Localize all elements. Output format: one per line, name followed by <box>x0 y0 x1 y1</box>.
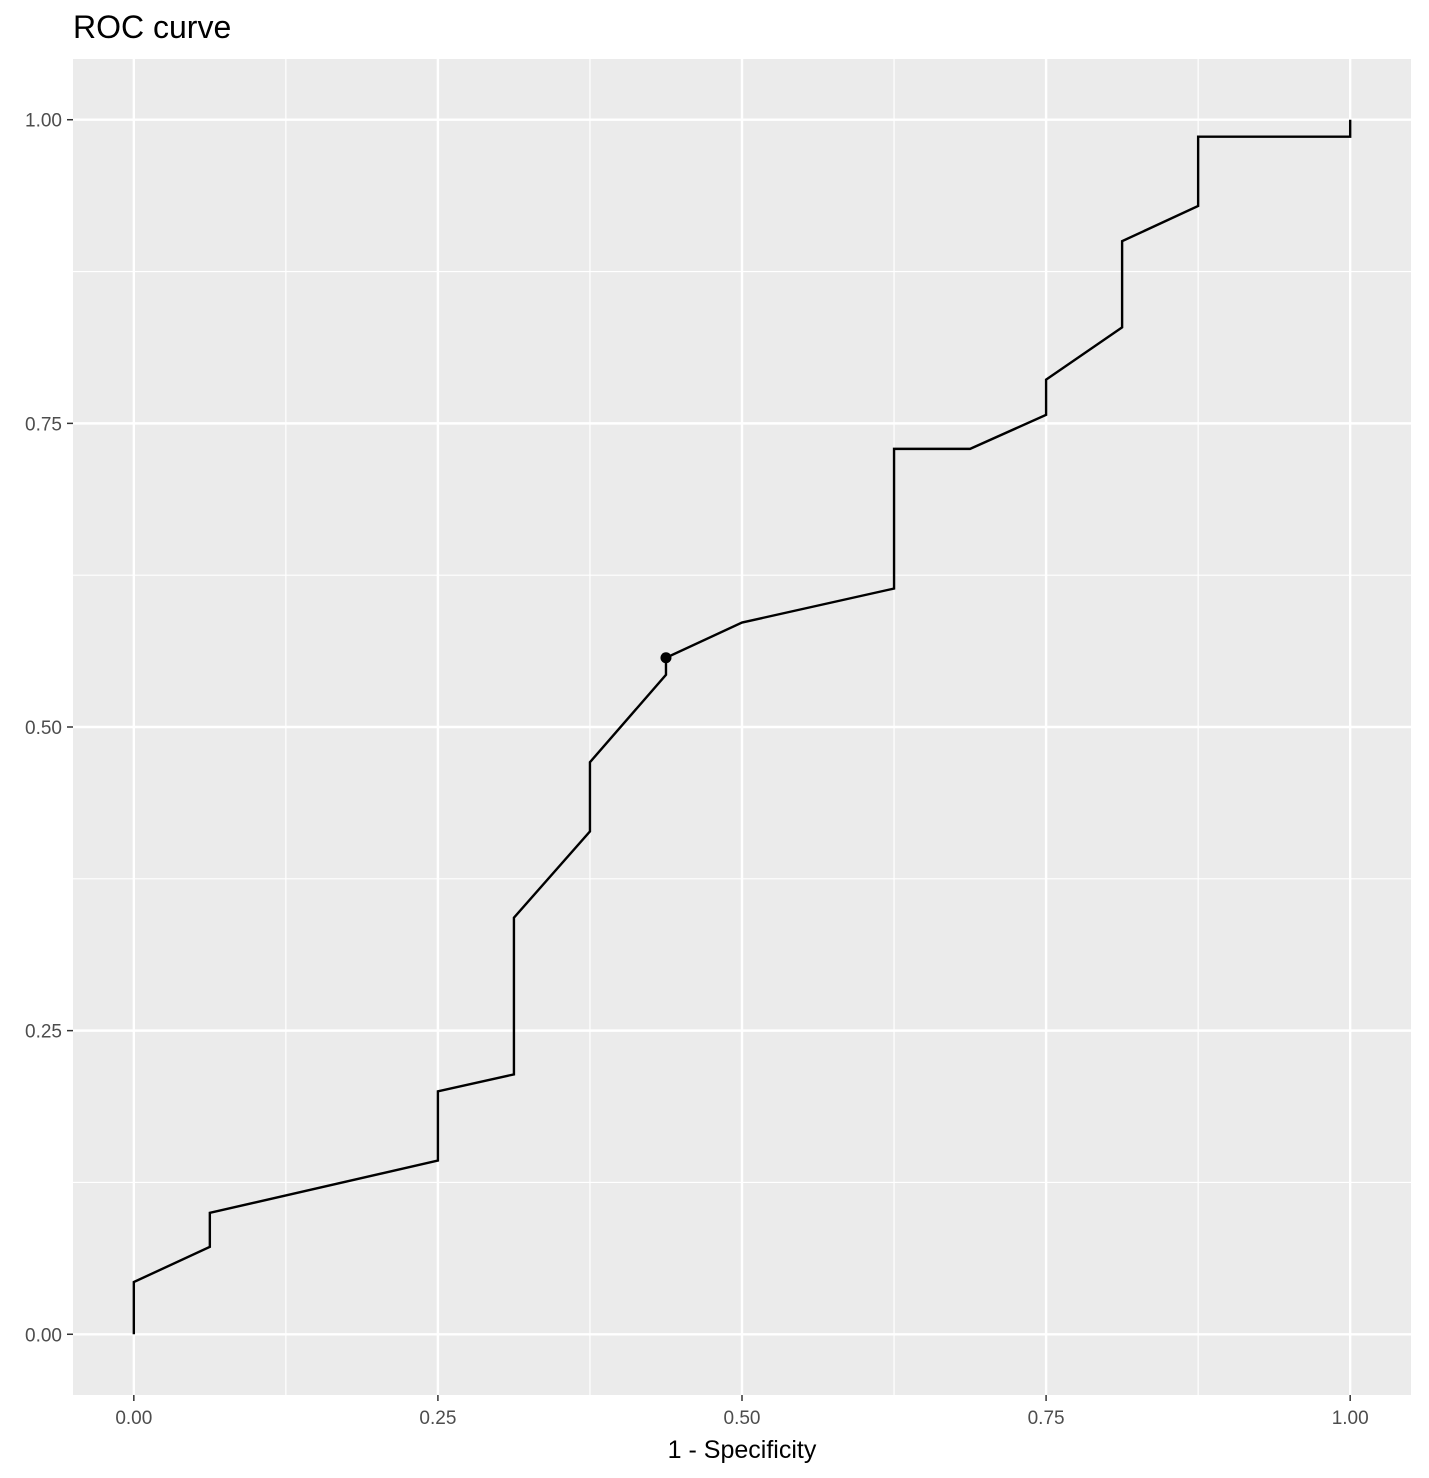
x-tick-label: 0.75 <box>1028 1408 1065 1429</box>
chart-title: ROC curve <box>73 9 231 45</box>
x-tick-label: 1.00 <box>1332 1408 1369 1429</box>
y-tick-label: 0.50 <box>25 718 62 739</box>
y-tick-label: 0.25 <box>25 1022 62 1043</box>
x-tick-labels: 0.00 0.25 0.50 0.75 1.00 <box>115 1408 1368 1429</box>
y-tick-label: 0.00 <box>25 1325 62 1346</box>
roc-curve-line <box>132 119 1352 1335</box>
y-tick-label: 0.75 <box>25 414 62 435</box>
x-axis-title: 1 - Specificity <box>668 1436 817 1464</box>
axis-ticks <box>67 118 1351 1401</box>
y-tick-label: 1.00 <box>25 111 62 132</box>
y-tick-labels: 0.00 0.25 0.50 0.75 1.00 <box>25 111 62 1347</box>
x-tick-label: 0.00 <box>115 1408 152 1429</box>
x-tick-label: 0.50 <box>724 1408 761 1429</box>
grid-lines <box>73 59 1411 1395</box>
x-tick-label: 0.25 <box>419 1408 456 1429</box>
optimal-point-marker <box>660 652 672 664</box>
